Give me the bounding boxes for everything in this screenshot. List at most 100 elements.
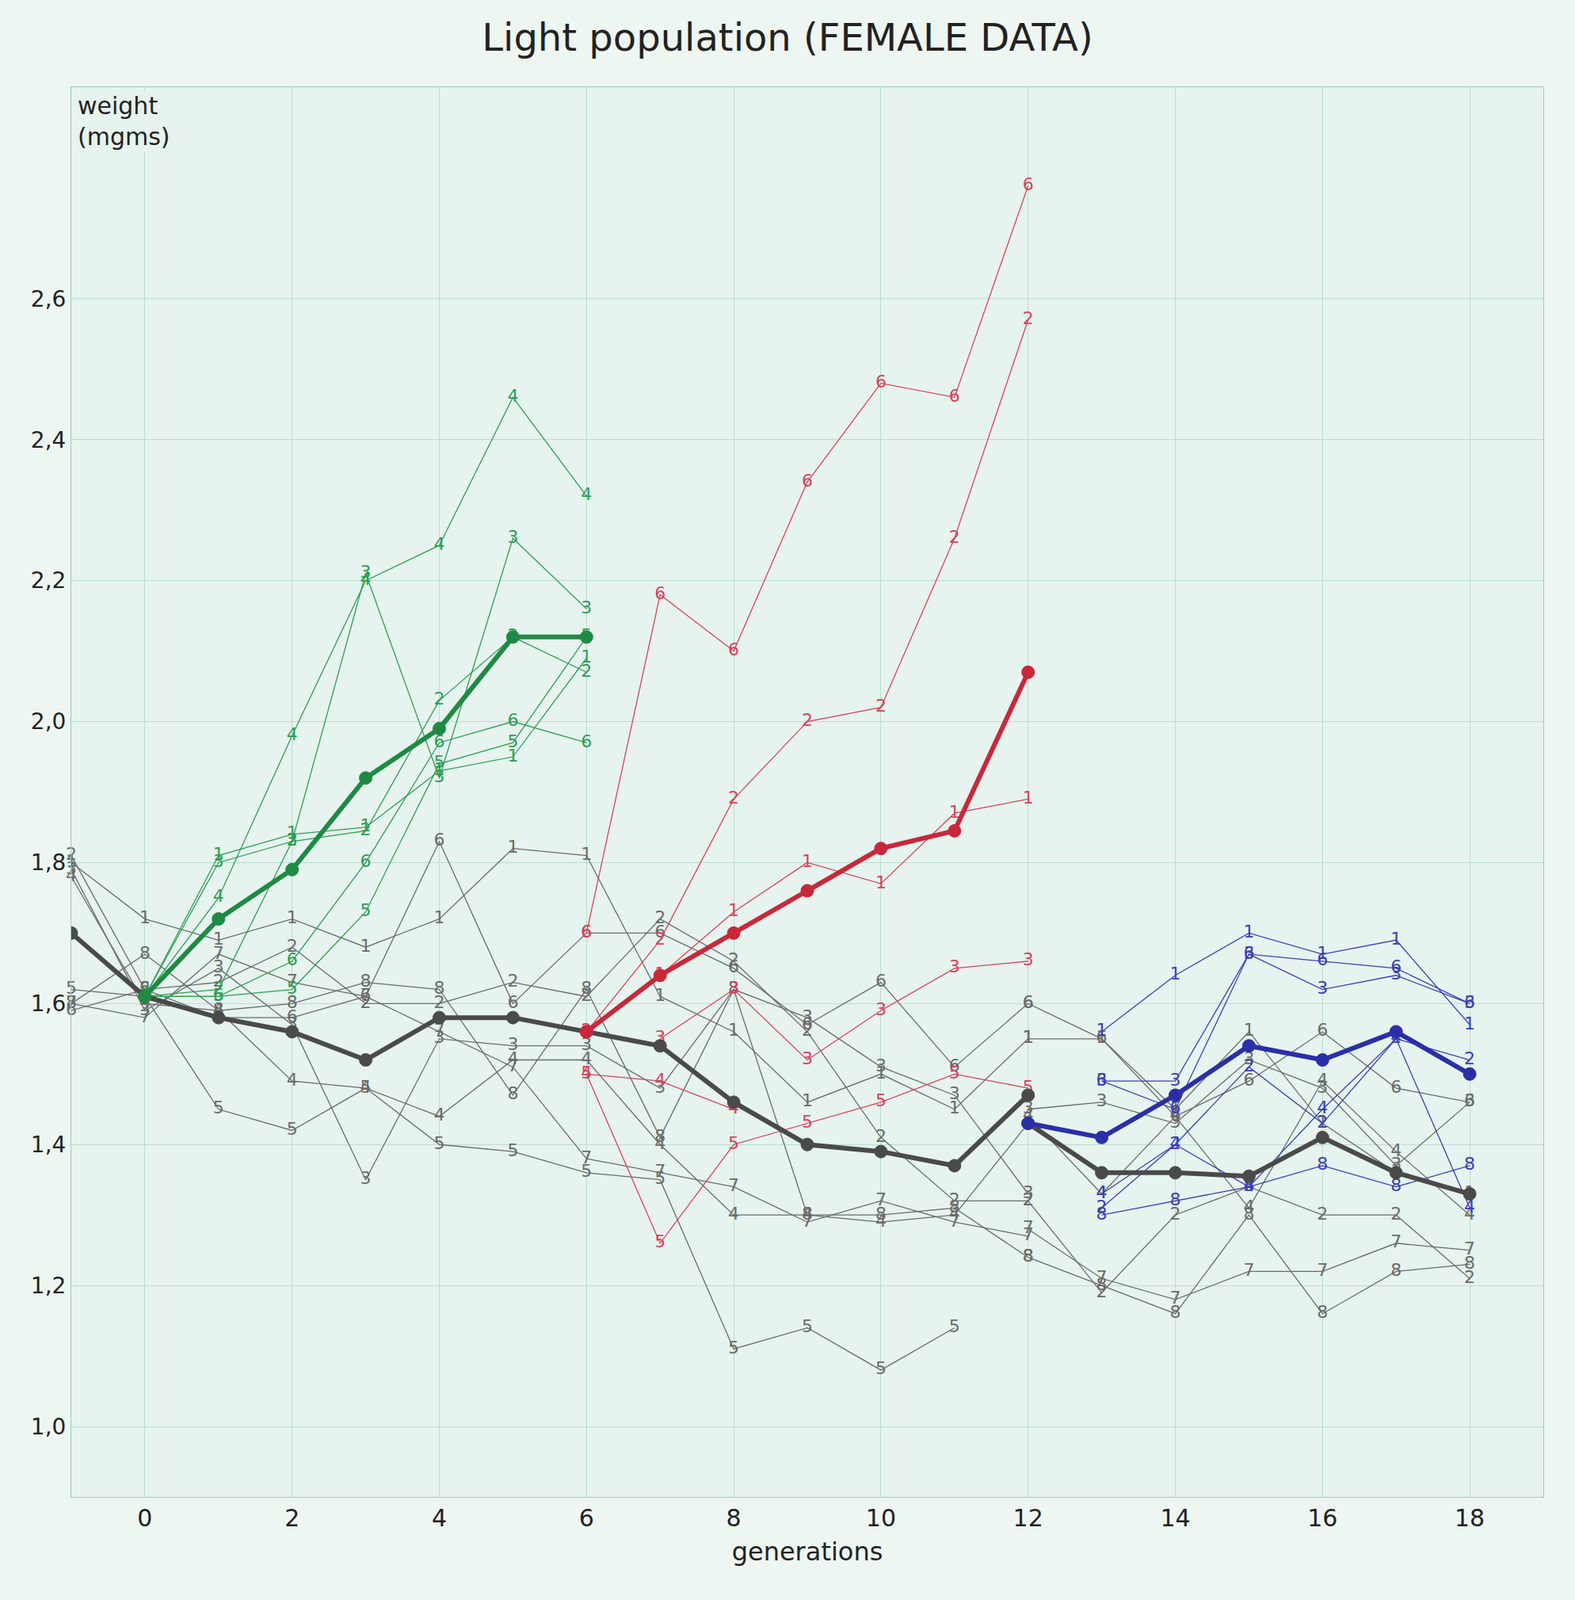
svg-text:2: 2 (213, 977, 225, 998)
svg-text:5: 5 (801, 1111, 813, 1132)
svg-text:2: 2 (949, 526, 961, 547)
svg-text:3: 3 (728, 977, 740, 998)
svg-text:5: 5 (139, 984, 151, 1005)
svg-text:6: 6 (434, 829, 446, 850)
svg-text:5: 5 (434, 1132, 446, 1153)
svg-text:8: 8 (1022, 1245, 1034, 1266)
svg-text:3: 3 (434, 766, 446, 786)
svg-text:3: 3 (728, 977, 740, 998)
svg-text:1: 1 (360, 815, 372, 836)
svg-text:4: 4 (286, 1069, 298, 1090)
svg-text:6: 6 (213, 984, 225, 1005)
svg-text:8: 8 (360, 970, 372, 991)
svg-text:4: 4 (654, 1069, 666, 1090)
svg-text:8: 8 (1464, 1252, 1476, 1273)
svg-text:8: 8 (65, 991, 77, 1012)
svg-text:5: 5 (654, 1167, 666, 1188)
svg-text:7: 7 (286, 970, 298, 991)
svg-text:2: 2 (1096, 1281, 1108, 1301)
svg-text:6: 6 (286, 949, 298, 969)
svg-text:6: 6 (507, 709, 519, 730)
svg-text:6: 6 (434, 731, 446, 752)
svg-text:1: 1 (1390, 1160, 1402, 1181)
svg-text:1: 1 (213, 928, 225, 949)
svg-text:3: 3 (580, 1033, 592, 1054)
svg-text:2: 2 (801, 1019, 813, 1040)
svg-text:3: 3 (654, 1026, 666, 1047)
svg-text:6: 6 (1464, 991, 1476, 1012)
svg-text:8: 8 (1096, 1203, 1108, 1224)
svg-text:3: 3 (286, 1013, 298, 1034)
svg-text:3: 3 (1096, 1090, 1108, 1110)
svg-text:weight(mgms): weight(mgms) (77, 91, 171, 151)
svg-text:2: 2 (1096, 1196, 1108, 1217)
svg-text:1: 1 (1022, 1026, 1034, 1047)
svg-text:7: 7 (580, 1147, 592, 1167)
svg-text:2,4: 2,4 (30, 427, 67, 454)
svg-text:2: 2 (360, 991, 372, 1012)
svg-text:8: 8 (1390, 1174, 1402, 1195)
svg-text:6: 6 (1096, 1069, 1108, 1090)
svg-text:4: 4 (1170, 1132, 1182, 1153)
svg-text:6: 6 (1170, 1097, 1182, 1118)
svg-text:3: 3 (1243, 1048, 1255, 1068)
svg-text:2: 2 (507, 970, 519, 991)
svg-text:7: 7 (1316, 1259, 1328, 1280)
svg-text:3: 3 (801, 1006, 813, 1026)
svg-text:6: 6 (65, 999, 77, 1019)
svg-text:12: 12 (1013, 1503, 1044, 1532)
svg-text:7: 7 (875, 1189, 887, 1209)
svg-text:6: 6 (654, 921, 666, 942)
svg-text:6: 6 (728, 956, 740, 977)
svg-text:4: 4 (580, 1062, 592, 1083)
svg-text:8: 8 (1316, 1153, 1328, 1174)
svg-text:2: 2 (139, 977, 151, 998)
svg-text:7: 7 (1170, 1287, 1182, 1308)
svg-text:4: 4 (1316, 1097, 1328, 1118)
svg-text:4: 4 (139, 991, 151, 1012)
svg-text:2: 2 (1316, 1203, 1328, 1224)
svg-text:2: 2 (213, 970, 225, 991)
svg-text:6: 6 (1390, 1076, 1402, 1097)
svg-text:3: 3 (1464, 991, 1476, 1012)
svg-text:7: 7 (213, 942, 225, 963)
svg-text:4: 4 (654, 1132, 666, 1153)
svg-text:8: 8 (507, 1083, 519, 1103)
svg-text:2: 2 (949, 1189, 961, 1209)
svg-text:4: 4 (1464, 1196, 1476, 1217)
svg-text:3: 3 (1316, 977, 1328, 998)
svg-text:generations: generations (732, 1536, 884, 1567)
svg-text:6: 6 (1464, 1090, 1476, 1110)
svg-text:6: 6 (580, 731, 592, 752)
svg-text:5: 5 (728, 1132, 740, 1153)
svg-text:6: 6 (1022, 991, 1034, 1012)
svg-text:6: 6 (1243, 1069, 1255, 1090)
svg-text:4: 4 (1243, 1174, 1255, 1195)
svg-text:1,8: 1,8 (30, 849, 67, 876)
svg-text:4: 4 (434, 533, 446, 554)
svg-text:8: 8 (1096, 1273, 1108, 1294)
svg-text:1: 1 (507, 836, 519, 857)
svg-text:6: 6 (1022, 991, 1034, 1012)
svg-text:8: 8 (726, 1503, 742, 1532)
svg-text:14: 14 (1159, 1503, 1190, 1532)
svg-text:2: 2 (875, 1125, 887, 1146)
svg-text:6: 6 (580, 921, 592, 942)
svg-text:1: 1 (728, 1019, 740, 1040)
svg-text:1: 1 (1316, 1111, 1328, 1132)
svg-text:6: 6 (1390, 956, 1402, 977)
svg-text:4: 4 (213, 885, 225, 906)
svg-text:1: 1 (1464, 1013, 1476, 1034)
svg-text:5: 5 (434, 751, 446, 772)
svg-text:1: 1 (286, 907, 298, 927)
svg-text:7: 7 (654, 1160, 666, 1181)
svg-text:Light population (FEMALE DATA): Light population (FEMALE DATA) (481, 15, 1093, 60)
svg-text:4: 4 (139, 984, 151, 1005)
svg-text:4: 4 (360, 1076, 372, 1097)
svg-text:5: 5 (875, 1357, 887, 1378)
svg-text:6: 6 (949, 1055, 961, 1076)
svg-text:4: 4 (1390, 1026, 1402, 1047)
svg-text:4: 4 (286, 724, 298, 744)
svg-text:1: 1 (1243, 1019, 1255, 1040)
svg-text:8: 8 (286, 991, 298, 1012)
